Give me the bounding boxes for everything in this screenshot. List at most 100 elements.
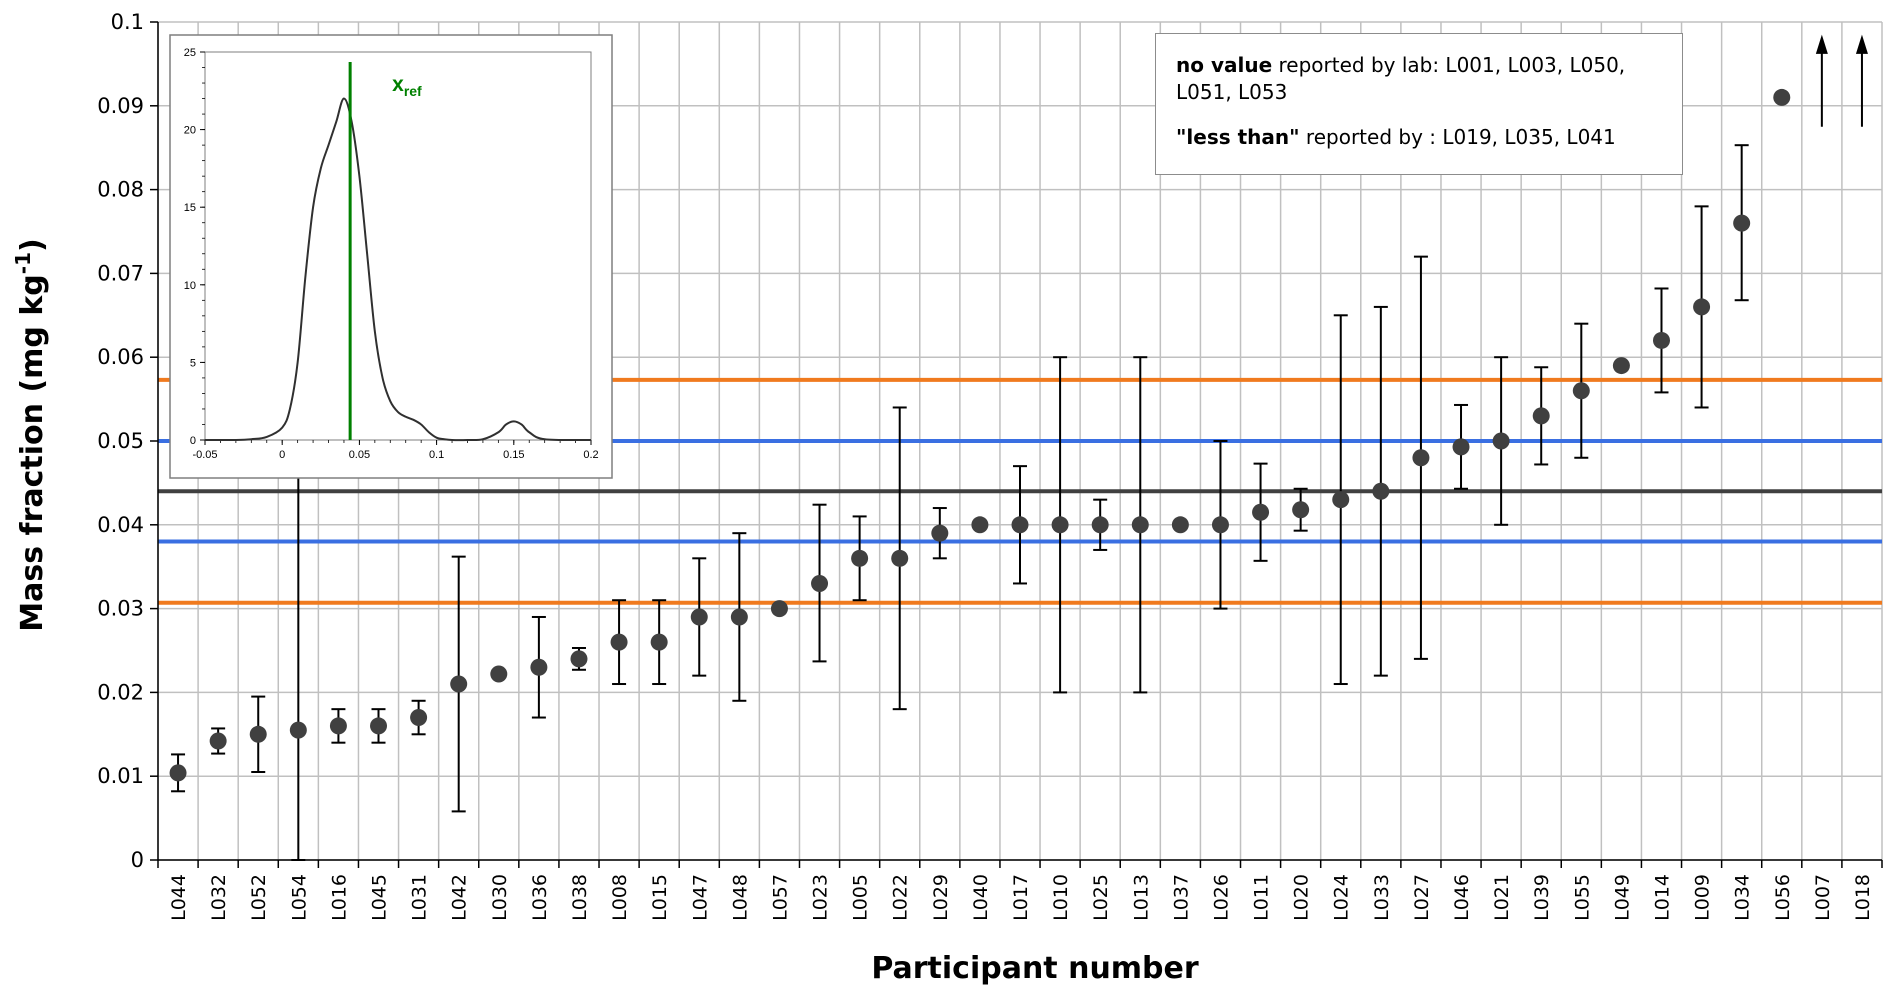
- error-bar: [291, 473, 306, 861]
- x-tick-label: L017: [1010, 874, 1032, 921]
- inset-x-tick-label: 0: [279, 449, 285, 461]
- error-bars: [171, 144, 1749, 861]
- x-tick-label: L020: [1291, 874, 1313, 921]
- data-point: [1131, 516, 1149, 534]
- data-point: [1733, 214, 1751, 232]
- x-tick-label: L042: [449, 874, 471, 921]
- data-point: [289, 721, 307, 739]
- y-axis-title-main: Mass fraction (mg kg: [15, 274, 50, 631]
- x-tick-label: L036: [529, 874, 551, 921]
- x-tick-label: L010: [1050, 874, 1072, 921]
- x-tick-label: L056: [1772, 874, 1794, 921]
- data-point: [1652, 331, 1670, 349]
- data-point: [450, 675, 468, 693]
- x-tick-label: L047: [689, 874, 711, 921]
- inset-y-tick-label: 25: [184, 47, 196, 59]
- x-tick-label: L037: [1170, 874, 1192, 921]
- legend-less-than-text: reported by : L019, L035, L041: [1299, 125, 1616, 149]
- x-tick-label: L013: [1130, 874, 1152, 921]
- x-tick-label: L024: [1331, 874, 1353, 921]
- x-tick-label: L007: [1812, 874, 1834, 921]
- off-scale-arrow: [1855, 34, 1868, 127]
- x-tick-label: L040: [970, 874, 992, 921]
- inset-y-tick-label: 15: [184, 202, 196, 214]
- x-tick-label: L054: [288, 874, 310, 921]
- y-tick-label: 0.01: [97, 764, 144, 788]
- x-tick-label: L008: [609, 874, 631, 921]
- legend-line-no-value: no value reported by lab: L001, L003, L0…: [1176, 52, 1662, 106]
- data-point: [971, 516, 989, 534]
- data-point: [490, 665, 508, 683]
- inset-xref-label: xref: [392, 73, 422, 99]
- y-tick-label: 0.02: [97, 680, 144, 704]
- x-tick-label: L045: [369, 874, 391, 921]
- x-tick-label: L034: [1732, 874, 1754, 921]
- data-point: [610, 633, 628, 651]
- x-tick-label: L055: [1571, 874, 1593, 921]
- data-point: [570, 650, 588, 668]
- arrow-head: [1815, 34, 1828, 54]
- x-tick-label: L009: [1692, 874, 1714, 921]
- y-tick-label: 0.08: [97, 178, 144, 202]
- data-point: [891, 549, 909, 567]
- data-point: [1412, 449, 1430, 467]
- x-tick-label: L027: [1411, 874, 1433, 921]
- y-tick-label: 0.06: [97, 345, 144, 369]
- x-tick-label: L039: [1531, 874, 1553, 921]
- legend-line-less-than: "less than" reported by : L019, L035, L0…: [1176, 124, 1662, 151]
- data-point: [1612, 357, 1630, 375]
- x-tick-label: L031: [409, 874, 431, 921]
- data-point: [1051, 516, 1069, 534]
- data-point: [730, 608, 748, 626]
- data-point: [851, 549, 869, 567]
- data-point: [1532, 407, 1550, 425]
- x-tick-label: L005: [850, 874, 872, 921]
- data-point: [1091, 516, 1109, 534]
- x-tick-label: L022: [890, 874, 912, 921]
- x-tick-label: L016: [328, 874, 350, 921]
- inset-y-tick-label: 5: [190, 357, 196, 369]
- legend-no-value-text: reported by lab: L001, L003, L050, L051,…: [1176, 53, 1626, 104]
- x-tick-label: L014: [1651, 874, 1673, 921]
- x-tick-label: L044: [168, 874, 190, 921]
- data-point: [1171, 516, 1189, 534]
- x-tick-label: L029: [930, 874, 952, 921]
- data-point: [530, 658, 548, 676]
- inset-x-tick-label: -0.05: [192, 449, 217, 461]
- data-point: [370, 717, 388, 735]
- data-point: [329, 717, 347, 735]
- inset-y-tick-label: 10: [184, 280, 196, 292]
- x-tick-label: L011: [1251, 874, 1273, 921]
- xref-label-main: x: [392, 73, 404, 96]
- x-tick-label: L046: [1451, 874, 1473, 921]
- data-point: [1211, 516, 1229, 534]
- data-point: [1292, 501, 1310, 519]
- inset-x-tick-label: 0.15: [503, 449, 524, 461]
- inset-x-tick-label: 0.05: [349, 449, 370, 461]
- inset-x-tick-label: 0.1: [429, 449, 444, 461]
- inset-plot-area: [204, 51, 592, 441]
- legend-no-value-bold: no value: [1176, 53, 1273, 77]
- data-point: [1011, 516, 1029, 534]
- data-point: [690, 608, 708, 626]
- x-tick-label: L032: [208, 874, 230, 921]
- data-point: [931, 524, 949, 542]
- x-tick-label: L026: [1210, 874, 1232, 921]
- data-point: [1572, 382, 1590, 400]
- off-scale-arrows: [1815, 34, 1868, 127]
- x-tick-label: L038: [569, 874, 591, 921]
- x-axis-ticks: L044 L032 L052 L054 L016 L045 L031 L042 L030 L036…: [157, 860, 1883, 921]
- data-point: [1773, 88, 1791, 106]
- data-point: [1372, 482, 1390, 500]
- y-tick-label: 0.09: [97, 94, 144, 118]
- inset-kernel-density: -0.05 0 0.05 0.1 0.15 0.2 0 5 10 15 20 25 xref: [169, 34, 613, 479]
- y-tick-label: 0.03: [97, 597, 144, 621]
- data-point: [209, 732, 227, 750]
- x-tick-label: L023: [810, 874, 832, 921]
- data-point: [1252, 503, 1270, 521]
- data-point: [650, 633, 668, 651]
- data-point: [811, 574, 829, 592]
- data-point: [169, 764, 187, 782]
- x-tick-label: L052: [248, 874, 270, 921]
